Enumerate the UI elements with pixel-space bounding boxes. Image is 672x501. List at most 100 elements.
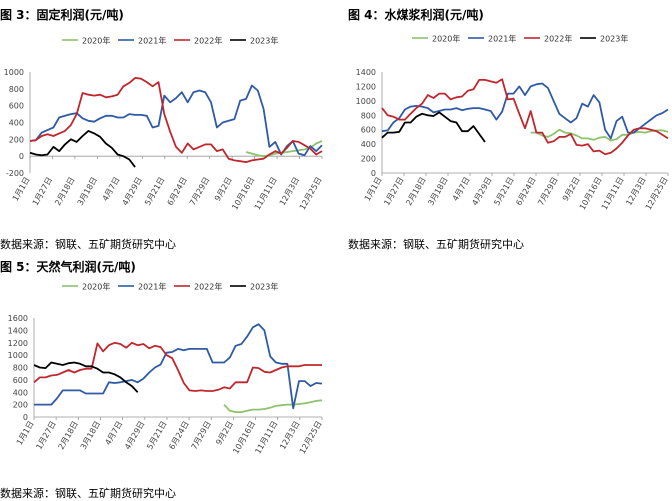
x-tick-label: 11月11日 — [253, 420, 279, 456]
y-tick-label: 1600 — [8, 314, 28, 323]
y-tick-label: 400 — [9, 119, 24, 128]
y-tick-label: 0 — [19, 152, 24, 161]
x-tick-label: 4月29日 — [470, 176, 493, 208]
y-tick-label: 600 — [9, 102, 24, 111]
chart-title: 图 3：固定利润(元/吨) — [0, 8, 124, 22]
series-line — [381, 78, 669, 156]
legend-item: 2020年 — [62, 36, 110, 46]
x-tick-label: 12月25日 — [298, 176, 324, 212]
x-tick-label: 12月25日 — [298, 420, 324, 456]
legend-item: 2023年 — [580, 34, 628, 44]
x-tick-label: 9月2日 — [214, 420, 235, 447]
legend-label: 2021年 — [488, 34, 516, 44]
x-tick-label: 11月11日 — [600, 176, 626, 212]
y-tick-label: 1400 — [8, 326, 28, 335]
x-tick-label: 11月11日 — [253, 176, 279, 212]
series-line — [34, 323, 323, 410]
legend-label: 2022年 — [194, 36, 222, 46]
x-tick-label: 12月3日 — [278, 420, 301, 452]
legend-item: 2021年 — [118, 36, 166, 46]
legend-item: 2020年 — [62, 282, 110, 292]
x-tick-label: 7月29日 — [188, 176, 211, 208]
x-tick-label: 9月2日 — [561, 176, 582, 203]
y-tick-label: 400 — [361, 140, 376, 149]
legend-item: 2022年 — [174, 282, 222, 292]
y-tick-label: 1400 — [356, 68, 376, 77]
x-tick-label: 12月3日 — [278, 176, 301, 208]
x-tick-label: 6月24日 — [166, 176, 189, 208]
legend-label: 2021年 — [138, 36, 166, 46]
x-tick-label: 5月21日 — [143, 176, 166, 208]
legend-label: 2022年 — [194, 282, 222, 292]
x-tick-label: 1月1日 — [363, 176, 384, 203]
y-tick-label: 1200 — [8, 339, 28, 348]
x-tick-label: 4月29日 — [123, 420, 146, 452]
series-line — [29, 77, 323, 164]
y-tick-label: 600 — [361, 126, 376, 135]
line-chart: 2020年 2021年 2022年 2023年 -200 0 200 400 600 800 100… — [4, 36, 324, 212]
data-source-note: 数据来源：钢联、五矿期货研究中心 — [348, 238, 524, 251]
x-tick-label: 7月29日 — [190, 420, 213, 452]
data-source-note: 数据来源：钢联、五矿期货研究中心 — [0, 487, 176, 500]
x-tick-label: 3月18日 — [426, 176, 449, 208]
series-line — [381, 111, 486, 143]
x-tick-label: 2月18日 — [57, 420, 80, 452]
legend-label: 2023年 — [250, 36, 278, 46]
series-line — [33, 341, 322, 392]
legend: 2020年 2021年 2022年 2023年 — [412, 34, 628, 44]
x-tick-label: 9月2日 — [213, 176, 234, 203]
y-tick-label: 1000 — [8, 351, 28, 360]
y-tick-label: 600 — [13, 376, 28, 385]
x-tick-label: 7月29日 — [536, 176, 559, 208]
x-tick-label: 12月3日 — [624, 176, 647, 208]
legend-label: 2022年 — [544, 34, 572, 44]
chart-title: 图 4：水煤浆利润(元/吨) — [348, 8, 484, 22]
x-tick-label: 1月27日 — [34, 420, 57, 452]
y-tick-label: 1200 — [356, 82, 376, 91]
legend-label: 2023年 — [250, 282, 278, 292]
x-tick-label: 1月27日 — [382, 176, 405, 208]
x-tick-label: 3月18日 — [79, 420, 102, 452]
legend: 2020年 2021年 2022年 2023年 — [62, 282, 278, 292]
x-tick-label: 5月21日 — [492, 176, 515, 208]
chart-title: 图 5：天然气利润(元/吨) — [0, 260, 136, 274]
data-source-note: 数据来源：钢联、五矿期货研究中心 — [0, 238, 176, 251]
x-tick-label: 4月7日 — [451, 176, 472, 203]
x-tick-label: 6月24日 — [167, 420, 190, 452]
y-tick-label: 1000 — [356, 97, 376, 106]
legend-item: 2023年 — [230, 282, 278, 292]
x-tick-label: 1月1日 — [11, 176, 32, 203]
x-tick-label: 1月1日 — [15, 420, 36, 447]
y-tick-label: 800 — [9, 85, 24, 94]
x-tick-label: 4月29日 — [121, 176, 144, 208]
series-line — [223, 399, 323, 414]
legend-item: 2022年 — [524, 34, 572, 44]
legend-item: 2020年 — [412, 34, 460, 44]
x-tick-label: 1月27日 — [31, 176, 54, 208]
series-line — [29, 84, 323, 157]
y-tick-label: 200 — [13, 401, 28, 410]
line-chart: 2020年 2021年 2022年 2023年 0 200 400 600 800 1000 120… — [8, 282, 324, 456]
legend-item: 2022年 — [174, 36, 222, 46]
legend-label: 2023年 — [600, 34, 628, 44]
series-line — [29, 130, 136, 168]
x-tick-label: 3月18日 — [76, 176, 99, 208]
legend: 2020年 2021年 2022年 2023年 — [62, 36, 278, 46]
y-tick-label: 0 — [371, 169, 376, 178]
x-tick-label: 4月7日 — [103, 420, 124, 447]
series-line — [33, 361, 139, 393]
x-tick-label: 6月24日 — [514, 176, 537, 208]
x-tick-label: 4月7日 — [101, 176, 122, 203]
y-tick-label: 800 — [361, 111, 376, 120]
y-tick-label: 200 — [361, 155, 376, 164]
y-tick-label: 800 — [13, 364, 28, 373]
x-tick-label: 5月21日 — [145, 420, 168, 452]
y-tick-label: 0 — [23, 413, 28, 422]
legend-label: 2021年 — [138, 282, 166, 292]
y-tick-label: 200 — [9, 135, 24, 144]
x-tick-label: 12月25日 — [644, 176, 670, 212]
legend-item: 2021年 — [118, 282, 166, 292]
x-tick-label: 2月18日 — [404, 176, 427, 208]
y-tick-label: 400 — [13, 388, 28, 397]
legend-item: 2021年 — [468, 34, 516, 44]
